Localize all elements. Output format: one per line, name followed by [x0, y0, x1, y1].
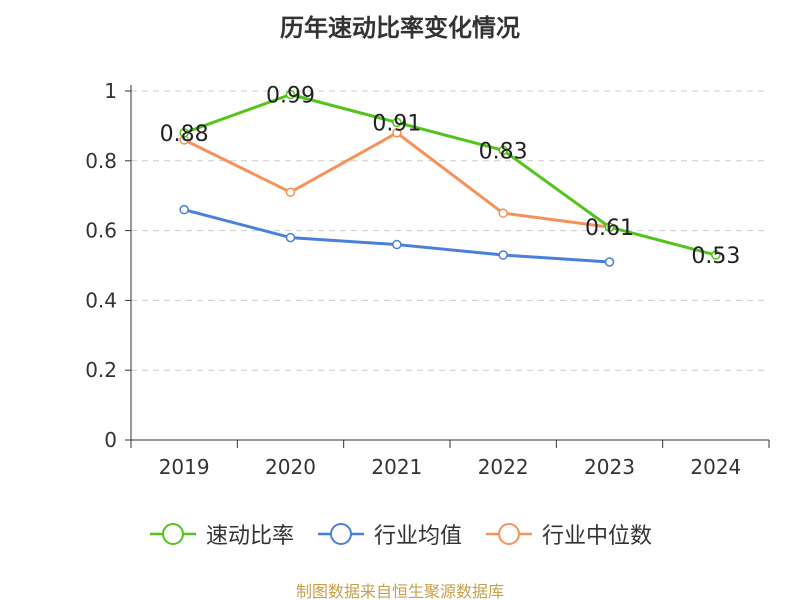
y-tick-label: 1: [104, 79, 117, 103]
data-point: [498, 145, 508, 156]
legend-line-marker-icon: [317, 523, 364, 545]
data-point: [285, 232, 296, 243]
y-tick-label: 0.8: [85, 149, 117, 173]
legend-label: 速动比率: [205, 524, 294, 549]
data-point: [285, 89, 296, 100]
data-label: 0.83: [479, 139, 528, 164]
y-tick-label: 0.4: [85, 288, 117, 312]
data-label: 0.88: [160, 122, 209, 147]
legend-item[interactable]: 速动比率: [148, 518, 294, 550]
data-label: 0.53: [691, 244, 740, 269]
y-tick-label: 0: [104, 428, 117, 452]
y-tick-label: 0.6: [85, 219, 117, 243]
x-tick-label: 2019: [159, 455, 210, 479]
legend-line-marker-icon: [486, 523, 532, 545]
data-point: [604, 222, 615, 232]
legend-item[interactable]: 行业均值: [316, 518, 462, 550]
data-point: [498, 208, 508, 218]
legend-label: 行业均值: [373, 524, 462, 549]
source-note: 制图数据来自恒生聚源数据库: [295, 582, 504, 600]
data-point: [604, 257, 615, 267]
x-tick-label: 2021: [371, 455, 422, 479]
legend-label: 行业中位数: [542, 524, 653, 549]
x-tick-label: 2022: [478, 455, 529, 479]
data-label: 0.99: [266, 83, 315, 108]
x-tick-label: 2024: [690, 455, 741, 479]
legend: 速动比率 行业均值 行业中位数: [0, 518, 800, 550]
data-point: [392, 239, 402, 250]
chart-title: 历年速动比率变化情况: [280, 14, 520, 42]
data-point: [498, 250, 508, 260]
data-label: 0.91: [372, 111, 421, 136]
data-point: [392, 117, 402, 128]
data-point: [179, 204, 189, 215]
data-point: [711, 250, 721, 260]
legend-line-marker-icon: [149, 523, 196, 545]
x-tick-label: 2023: [584, 455, 635, 479]
data-point: [285, 187, 296, 197]
plot-area: 0 0.2 0.4 0.6 0.8 1 2019 2020 2021 2022 2023 2024 0.…: [85, 79, 770, 479]
y-tick-label: 0.2: [85, 358, 117, 382]
data-point: [392, 128, 402, 138]
data-label: 0.61: [585, 216, 634, 241]
x-tick-label: 2020: [265, 455, 316, 479]
series-line-0: [183, 92, 717, 257]
data-point: [179, 128, 189, 138]
legend-item[interactable]: 行业中位数: [484, 518, 652, 550]
